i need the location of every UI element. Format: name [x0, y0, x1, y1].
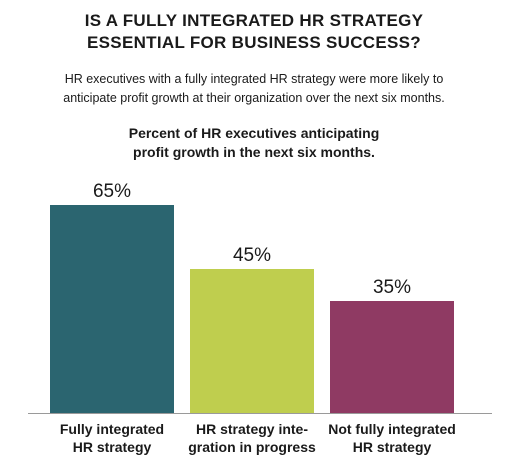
chart-heading-line-2: profit growth in the next six months.: [133, 144, 375, 160]
value-label-2: 45%: [233, 245, 271, 266]
category-label-3-line-1: Not fully integrated: [328, 421, 456, 437]
chart-heading: Percent of HR executives anticipating pr…: [20, 124, 488, 162]
category-label-3-line-2: HR strategy: [353, 439, 432, 455]
bar-1: [50, 205, 174, 413]
chart-title: IS A FULLY INTEGRATED HR STRATEGY ESSENT…: [0, 10, 508, 54]
chart-title-line-1: IS A FULLY INTEGRATED HR STRATEGY: [84, 11, 424, 30]
category-label-1-line-2: HR strategy: [73, 439, 152, 455]
chart-title-line-2: ESSENTIAL FOR BUSINESS SUCCESS?: [87, 33, 421, 52]
chart-subtitle: HR executives with a fully integrated HR…: [20, 70, 488, 108]
chart-heading-line-1: Percent of HR executives anticipating: [128, 125, 380, 141]
category-label-2-line-2: gration in progress: [188, 439, 316, 455]
category-label-1-line-1: Fully integrated: [60, 421, 164, 437]
bar-3: [330, 301, 454, 413]
chart-subtitle-line-1: HR executives with a fully integrated HR…: [64, 72, 444, 86]
value-label-3: 35%: [373, 277, 411, 298]
category-label-2-line-1: HR strategy inte-: [196, 421, 308, 437]
value-label-1: 65%: [93, 181, 131, 202]
bar-2: [190, 269, 314, 413]
chart-subtitle-line-2: anticipate profit growth at their organi…: [63, 91, 445, 105]
